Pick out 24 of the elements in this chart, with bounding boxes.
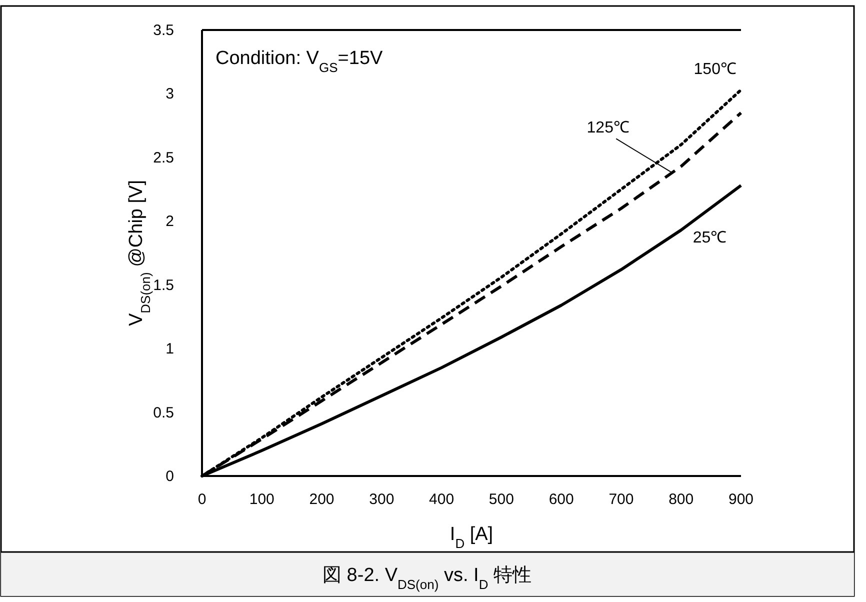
annotation: 125℃ xyxy=(586,120,630,137)
y-tick-label: 1 xyxy=(166,340,174,358)
y-tick-label: 0 xyxy=(166,468,174,485)
x-tick-label: 500 xyxy=(488,491,514,508)
x-tick-label: 700 xyxy=(608,491,634,508)
x-tick-label: 100 xyxy=(249,491,274,508)
y-tick-label: 3 xyxy=(166,86,174,103)
x-tick-label: 200 xyxy=(309,491,334,508)
annotation: Condition: V$_{GS}$=15V xyxy=(215,48,384,75)
x-tick-label: 300 xyxy=(369,491,394,508)
text: 図 8-2. V$_{DS(on)}$ vs. I$_{D}$ 特性 xyxy=(322,565,532,592)
y-tick-label: 2 xyxy=(166,213,174,230)
x-tick-label: 900 xyxy=(728,491,754,508)
y-tick-label: 0.5 xyxy=(153,404,174,422)
x-tick-label: 600 xyxy=(548,491,574,508)
x-tick-label: 0 xyxy=(198,491,206,508)
annotation: 150℃ xyxy=(694,60,736,78)
y-tick-label: 3.5 xyxy=(153,22,174,39)
annotation: 25℃ xyxy=(692,230,727,246)
x-tick-label: 400 xyxy=(429,491,454,508)
y-tick-label: 2.5 xyxy=(153,149,174,166)
x-axis-title: I$_{D}$ [A] xyxy=(450,524,494,550)
y-tick-label: 1.5 xyxy=(153,276,174,294)
x-tick-label: 800 xyxy=(668,491,694,508)
